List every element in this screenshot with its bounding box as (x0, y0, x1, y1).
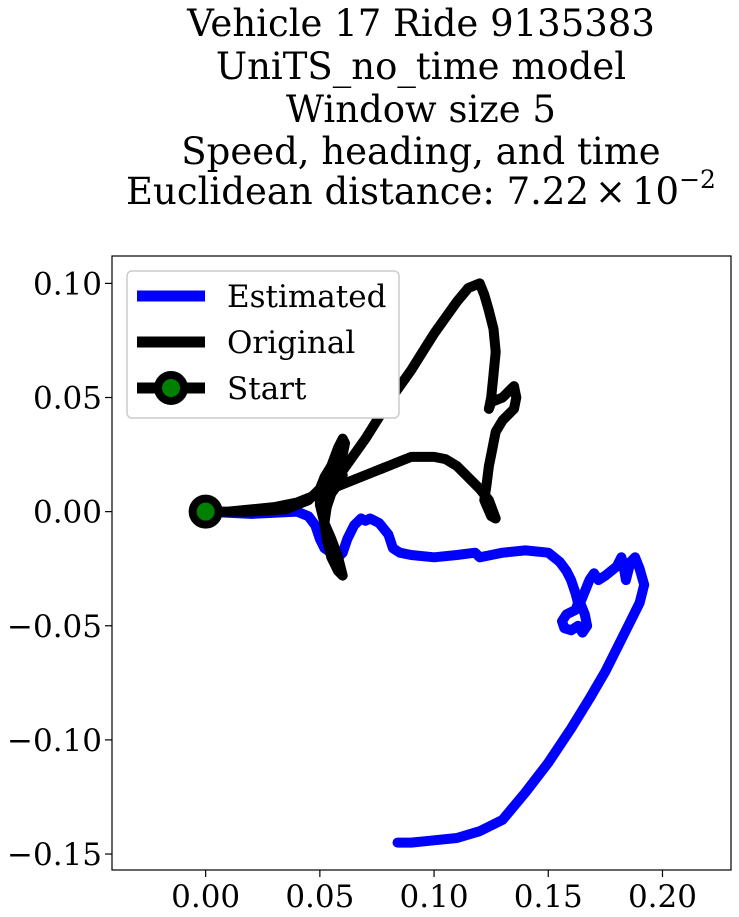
title-metric-base: 10 (632, 170, 679, 213)
title-metric-times: × (595, 170, 626, 213)
title-metric-label: Euclidean distance: (126, 170, 507, 213)
plot-frame (111, 255, 732, 871)
title-line-5: Euclidean distance: 7.22 × 10−2 (126, 165, 716, 213)
y-tick-label: 0.10 (33, 266, 102, 302)
title-line-1: Vehicle 17 Ride 9135383 (186, 2, 655, 45)
legend-label-original: Original (227, 325, 355, 361)
y-tick-label: 0.00 (33, 495, 102, 531)
start-marker (188, 494, 223, 529)
x-tick-label: 0.15 (514, 879, 583, 915)
start-layer (188, 494, 223, 529)
x-tick-label: 0.00 (171, 879, 240, 915)
x-tick-label: 0.20 (628, 879, 697, 915)
y-tick-label: −0.10 (7, 723, 102, 759)
x-axis: 0.00 0.05 0.10 0.15 0.20 (171, 870, 697, 915)
x-tick-label: 0.10 (400, 879, 469, 915)
y-axis: 0.10 0.05 0.00 −0.05 −0.10 −0.15 (7, 266, 112, 873)
legend-label-start: Start (227, 371, 307, 407)
y-tick-label: 0.05 (33, 381, 102, 417)
title-line-3: Window size 5 (286, 88, 556, 131)
legend-box (126, 270, 400, 419)
y-tick-label: −0.05 (7, 609, 102, 645)
y-tick-label: −0.15 (7, 837, 102, 873)
legend: Estimated Original Start (126, 270, 400, 419)
title-line-4: Speed, heading, and time (181, 130, 660, 173)
title-metric-mantissa: 7.22 (507, 170, 589, 213)
plot-area: 0.00 0.05 0.10 0.15 0.20 0.10 0.05 0.00 −0.05 −0… (7, 255, 732, 915)
title-line-2: UniTS_no_time model (216, 45, 626, 89)
title-metric-exponent: −2 (679, 165, 716, 194)
series-layer (200, 278, 650, 848)
legend-marker-start (154, 371, 188, 405)
series-line-estimated (200, 506, 650, 848)
x-tick-label: 0.05 (285, 879, 354, 915)
series-line-original (200, 278, 522, 581)
chart-title: Vehicle 17 Ride 9135383 UniTS_no_time mo… (126, 2, 716, 213)
legend-label-estimated: Estimated (227, 279, 386, 315)
